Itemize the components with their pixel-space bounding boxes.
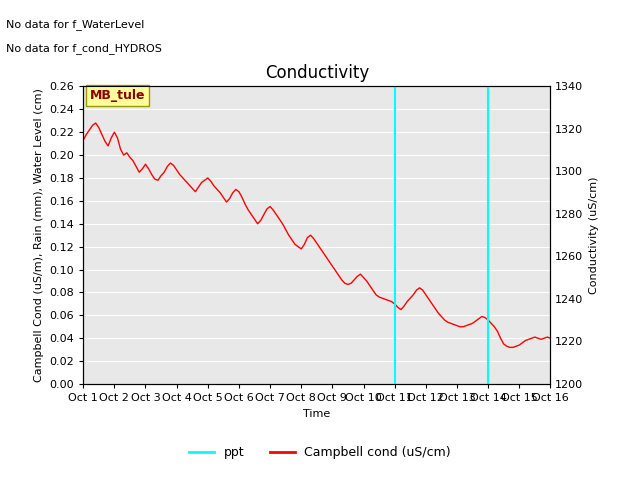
Text: No data for f_WaterLevel: No data for f_WaterLevel xyxy=(6,19,145,30)
Legend: ppt, Campbell cond (uS/cm): ppt, Campbell cond (uS/cm) xyxy=(184,441,456,464)
Text: MB_tule: MB_tule xyxy=(90,89,146,102)
Text: No data for f_cond_HYDROS: No data for f_cond_HYDROS xyxy=(6,43,163,54)
Y-axis label: Conductivity (uS/cm): Conductivity (uS/cm) xyxy=(589,177,599,294)
Y-axis label: Campbell Cond (uS/m), Rain (mm), Water Level (cm): Campbell Cond (uS/m), Rain (mm), Water L… xyxy=(34,88,44,382)
Title: Conductivity: Conductivity xyxy=(265,64,369,82)
X-axis label: Time: Time xyxy=(303,408,330,419)
